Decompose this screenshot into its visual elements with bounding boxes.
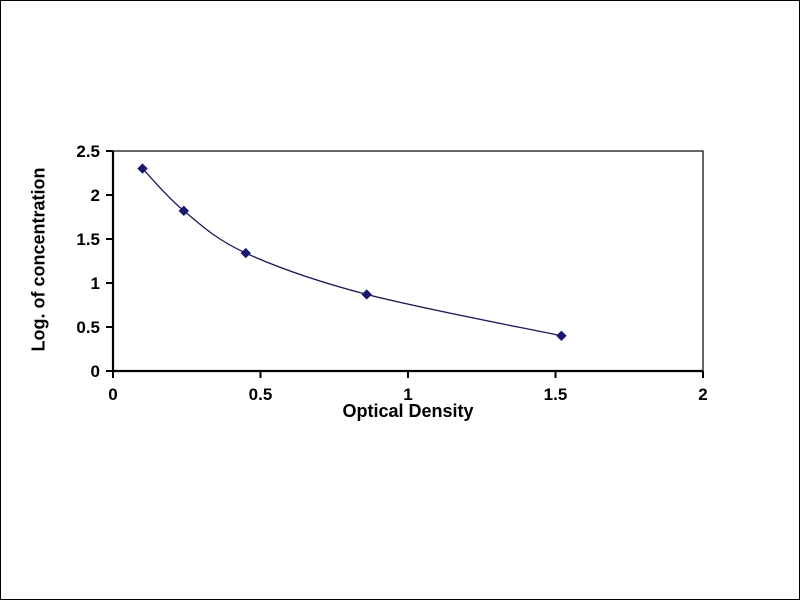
y-tick-label: 0 (91, 362, 100, 381)
y-tick-label: 1 (91, 274, 100, 293)
data-point-marker (137, 163, 148, 174)
x-axis-title: Optical Density (342, 401, 474, 421)
data-point-marker (240, 247, 251, 259)
y-tick-label: 1.5 (76, 230, 100, 249)
y-tick-label: 0.5 (76, 318, 100, 337)
plot-frame (112, 150, 704, 372)
data-point-marker (178, 205, 190, 217)
data-point-marker (361, 289, 372, 300)
y-axis-title: Log. of concentration (28, 167, 49, 352)
x-tick-label: 0 (108, 385, 117, 404)
x-tick-label: 0.5 (249, 385, 273, 404)
x-tick-label: 1 (403, 385, 412, 404)
data-point-marker (556, 330, 567, 342)
y-tick-label: 2.5 (76, 142, 100, 161)
y-tick-label: 2 (91, 186, 100, 205)
x-tick-label: 2 (698, 385, 707, 404)
x-tick-label: 1.5 (544, 385, 568, 404)
